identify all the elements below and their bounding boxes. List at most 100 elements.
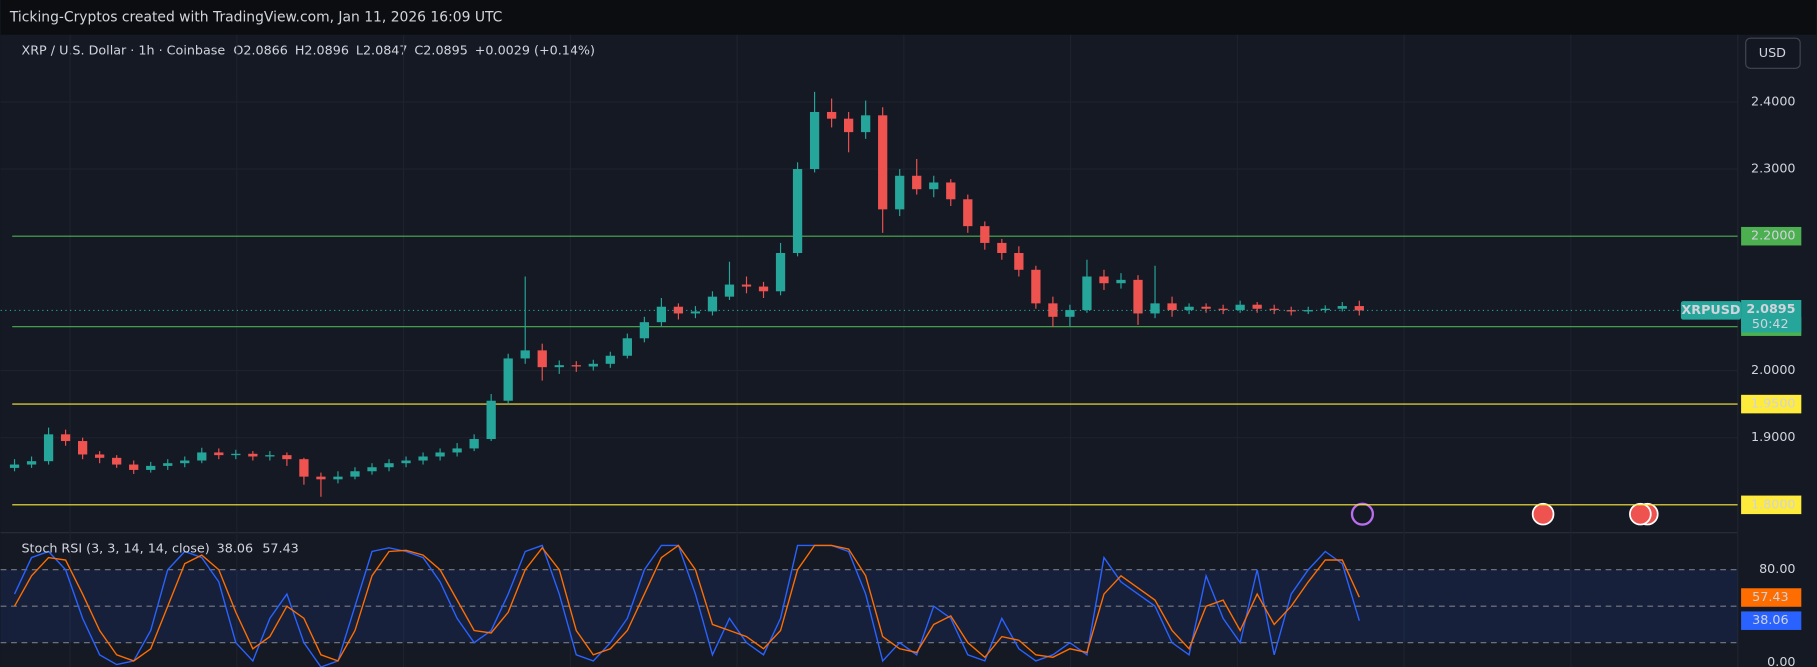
currency[interactable]: USD — [1759, 46, 1786, 61]
candle-body — [1320, 308, 1330, 311]
candle-body — [1235, 304, 1245, 311]
candle-body — [1269, 308, 1279, 311]
legend: XRP / U.S. Dollar · 1h · Coinbase O 2.0866… — [21, 43, 595, 58]
candle-body — [435, 452, 445, 457]
candle-body — [333, 476, 343, 480]
indicator-title: Stoch RSI (3, 3, 14, 14, close) — [21, 541, 209, 556]
candle-body — [673, 306, 684, 314]
candle-body — [129, 464, 139, 470]
indicator-value: 57.43 — [262, 541, 298, 556]
candle-body — [367, 467, 377, 472]
candle-body — [571, 365, 581, 367]
event-icon[interactable] — [1531, 502, 1555, 526]
candle-body — [1303, 310, 1313, 312]
candle-body — [1082, 276, 1092, 311]
candle-body — [929, 182, 939, 190]
candle-body — [1218, 308, 1228, 311]
legend-field-label: L — [356, 43, 364, 58]
level-label: 2.2000 — [1751, 229, 1796, 244]
candle-body — [622, 338, 632, 356]
candle-body — [758, 286, 769, 292]
value-tag — [1741, 611, 1802, 630]
candle-body — [1354, 306, 1364, 311]
legend-field-label: O — [233, 43, 243, 58]
countdown: 50:42 — [1752, 317, 1789, 332]
symbol-tag — [1680, 301, 1742, 320]
candle-body — [912, 175, 922, 190]
level-tag — [1741, 495, 1802, 515]
candle-body — [282, 455, 292, 460]
level-tag — [1741, 394, 1802, 414]
candle-body — [741, 284, 752, 287]
legend-field-value: 2.0847 — [363, 43, 408, 58]
candle-body — [792, 169, 803, 253]
stoch-line — [13, 544, 1360, 667]
candle-body — [639, 322, 649, 339]
candle-body — [946, 182, 956, 200]
candle-body — [95, 454, 105, 458]
candle-body — [588, 363, 598, 367]
candle-body — [520, 350, 530, 359]
candle-body — [1031, 269, 1041, 304]
candle-body — [1065, 310, 1075, 317]
event-icon[interactable] — [1350, 502, 1375, 526]
candle-body — [1167, 303, 1177, 311]
candle-body — [1286, 310, 1296, 312]
candle-body — [384, 463, 394, 468]
candle-body — [231, 453, 241, 456]
legend-field-value: 2.0866 — [243, 43, 288, 58]
legend-field-value: 2.0896 — [304, 43, 349, 58]
legend-field-label: H — [295, 43, 305, 58]
candle-body — [418, 456, 428, 461]
candle-body — [656, 306, 667, 323]
stoch-line — [13, 544, 1360, 662]
candle-body — [707, 296, 718, 312]
candle-body — [605, 355, 615, 364]
event-icons — [1350, 502, 1659, 526]
candle-body — [77, 441, 88, 455]
candle-body — [163, 463, 173, 466]
candle-body — [997, 242, 1007, 253]
currency-button[interactable] — [1745, 37, 1801, 69]
candle-body — [248, 453, 258, 457]
candle-body — [112, 457, 122, 465]
candle-body — [452, 448, 462, 453]
candle-body — [1337, 306, 1347, 309]
candle-body — [1150, 303, 1160, 314]
candle-body — [1133, 279, 1143, 314]
candle-body — [265, 455, 275, 457]
value-tag-label: 38.06 — [1752, 613, 1788, 628]
candle-body — [214, 452, 224, 456]
symbol-label: XRPUSD — [1682, 303, 1741, 318]
candle-body — [690, 311, 701, 314]
candle-body — [724, 284, 735, 297]
price-tag — [1741, 299, 1802, 333]
y-tick-label: 0.00 — [1767, 655, 1795, 667]
candle-body — [503, 358, 513, 401]
candle-body — [299, 459, 309, 477]
candle-body — [775, 252, 786, 292]
candle-body — [1014, 252, 1024, 270]
change: +0.0029 (+0.14%) — [475, 43, 595, 58]
candle-body — [180, 460, 190, 464]
candle-body — [878, 115, 888, 210]
candle-body — [844, 118, 854, 133]
candle-body — [197, 452, 207, 461]
legend-field-label: C — [414, 43, 423, 58]
y-tick-label: 2.0000 — [1751, 363, 1796, 378]
candle-body — [1201, 306, 1211, 309]
candle-body — [469, 439, 479, 449]
candle-body — [350, 471, 360, 477]
candle-body — [554, 365, 564, 368]
y-tick-label: 2.3000 — [1751, 162, 1796, 177]
event-icon[interactable] — [1629, 502, 1652, 526]
candle-body — [963, 199, 973, 227]
candle-body — [980, 226, 990, 243]
price-label: 2.0895 — [1746, 302, 1795, 317]
candle-body — [809, 111, 820, 170]
chart-title: XRP / U.S. Dollar · 1h · Coinbase — [21, 43, 225, 58]
y-tick-label: 1.9000 — [1751, 430, 1796, 445]
candle-body — [1116, 279, 1126, 284]
candle-body — [1252, 304, 1262, 309]
